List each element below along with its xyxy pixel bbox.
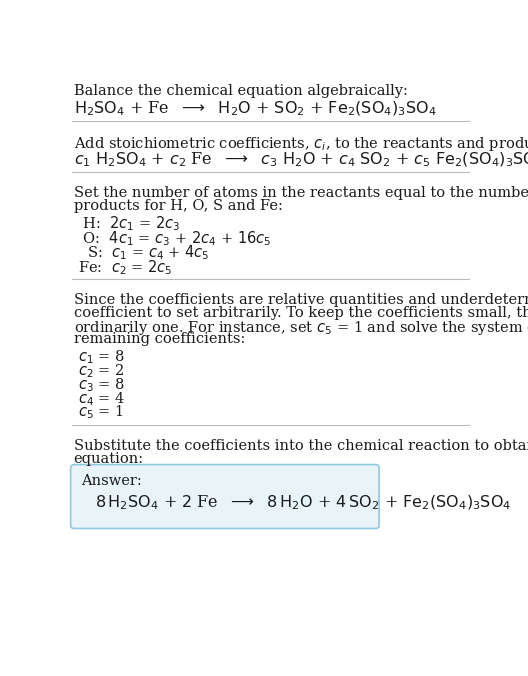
Text: Set the number of atoms in the reactants equal to the number of atoms in the: Set the number of atoms in the reactants… xyxy=(74,186,528,200)
Text: Since the coefficients are relative quantities and underdetermined, choose a: Since the coefficients are relative quan… xyxy=(74,293,528,307)
Text: Fe:  $\mathit{c_2}$ = $2\mathit{c_5}$: Fe: $\mathit{c_2}$ = $2\mathit{c_5}$ xyxy=(78,258,173,277)
Text: $\mathrm{H_2SO_4}$ + Fe  $\longrightarrow$  $\mathrm{H_2O}$ + $\mathrm{SO_2}$ + : $\mathrm{H_2SO_4}$ + Fe $\longrightarrow… xyxy=(74,99,437,118)
Text: products for H, O, S and Fe:: products for H, O, S and Fe: xyxy=(74,199,282,213)
Text: H:  $2\mathit{c_1}$ = $2\mathit{c_3}$: H: $2\mathit{c_1}$ = $2\mathit{c_3}$ xyxy=(78,214,181,233)
Text: Answer:: Answer: xyxy=(81,474,142,488)
Text: $8\,\mathrm{H_2SO_4}$ + $2$ Fe  $\longrightarrow$  $8\,\mathrm{H_2O}$ + $4\,\mat: $8\,\mathrm{H_2SO_4}$ + $2$ Fe $\longrig… xyxy=(96,494,512,512)
Text: S:  $\mathit{c_1}$ = $\mathit{c_4}$ + $4\mathit{c_5}$: S: $\mathit{c_1}$ = $\mathit{c_4}$ + $4\… xyxy=(78,243,210,262)
Text: Substitute the coefficients into the chemical reaction to obtain the balanced: Substitute the coefficients into the che… xyxy=(74,439,528,453)
Text: $\mathit{c_5}$ = 1: $\mathit{c_5}$ = 1 xyxy=(78,404,124,421)
Text: remaining coefficients:: remaining coefficients: xyxy=(74,332,245,346)
Text: $\mathit{c_3}$ = 8: $\mathit{c_3}$ = 8 xyxy=(78,376,125,393)
Text: Balance the chemical equation algebraically:: Balance the chemical equation algebraica… xyxy=(74,84,408,98)
Text: ordinarily one. For instance, set $\mathit{c_5}$ = 1 and solve the system of equ: ordinarily one. For instance, set $\math… xyxy=(74,319,528,337)
FancyBboxPatch shape xyxy=(71,464,379,529)
Text: $\mathit{c_4}$ = 4: $\mathit{c_4}$ = 4 xyxy=(78,390,126,408)
Text: $\mathit{c_1}$ = 8: $\mathit{c_1}$ = 8 xyxy=(78,348,125,366)
Text: $\mathit{c_2}$ = 2: $\mathit{c_2}$ = 2 xyxy=(78,362,125,380)
Text: O:  $4\mathit{c_1}$ = $\mathit{c_3}$ + $2\mathit{c_4}$ + $16\mathit{c_5}$: O: $4\mathit{c_1}$ = $\mathit{c_3}$ + $2… xyxy=(78,229,272,247)
Text: Add stoichiometric coefficients, $\mathit{c_i}$, to the reactants and products:: Add stoichiometric coefficients, $\mathi… xyxy=(74,135,528,153)
Text: equation:: equation: xyxy=(74,452,144,466)
Text: $\mathit{c_1}$ $\mathrm{H_2SO_4}$ + $\mathit{c_2}$ Fe  $\longrightarrow$  $\math: $\mathit{c_1}$ $\mathrm{H_2SO_4}$ + $\ma… xyxy=(74,151,528,169)
Text: coefficient to set arbitrarily. To keep the coefficients small, the arbitrary va: coefficient to set arbitrarily. To keep … xyxy=(74,306,528,320)
